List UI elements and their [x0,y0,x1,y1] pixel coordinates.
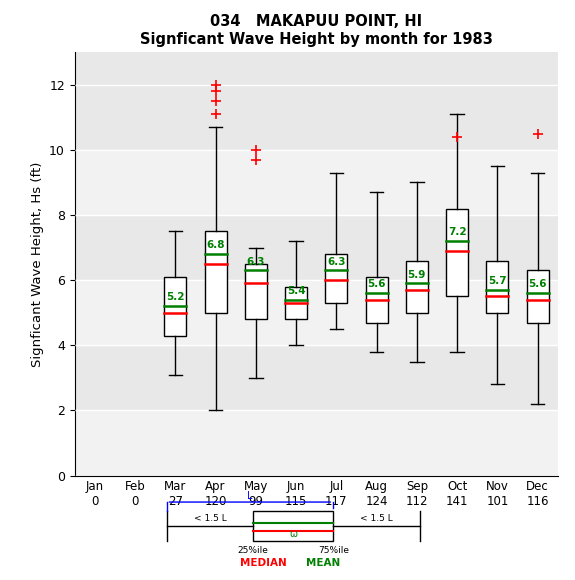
Text: L: L [247,491,252,501]
Text: 5.7: 5.7 [488,276,507,286]
Text: 5.6: 5.6 [367,280,386,289]
Text: 7.2: 7.2 [448,227,466,237]
Text: 6.3: 6.3 [327,256,346,266]
Text: 5.4: 5.4 [287,286,305,296]
Bar [245,264,267,319]
Text: 6.3: 6.3 [247,256,265,266]
Text: MEDIAN: MEDIAN [240,558,286,568]
Text: < 1.5 L: < 1.5 L [361,514,393,523]
Text: 5.9: 5.9 [408,270,426,280]
Text: 75%ile: 75%ile [318,546,349,555]
Bar [75,280,558,345]
Bar [205,231,227,313]
Text: 5.6: 5.6 [528,280,547,289]
Bar [164,277,186,336]
Text: 25%ile: 25%ile [238,546,269,555]
Bar [366,277,388,322]
Text: < 1.5 L: < 1.5 L [194,514,226,523]
Bar [285,287,307,319]
Bar [527,270,549,322]
Title: 034   MAKAPUU POINT, HI
Signficant Wave Height by month for 1983: 034 MAKAPUU POINT, HI Signficant Wave He… [140,14,493,47]
Bar [446,209,468,296]
Bar [325,254,347,303]
Text: MEAN: MEAN [306,558,340,568]
Text: ω: ω [289,529,297,539]
Bar [486,260,508,313]
Bar [75,411,558,476]
Text: 5.2: 5.2 [166,292,185,302]
Y-axis label: Signficant Wave Height, Hs (ft): Signficant Wave Height, Hs (ft) [30,161,44,367]
Bar [75,150,558,215]
Bar [406,260,428,313]
Text: 6.8: 6.8 [206,240,225,250]
Bar [253,511,334,541]
